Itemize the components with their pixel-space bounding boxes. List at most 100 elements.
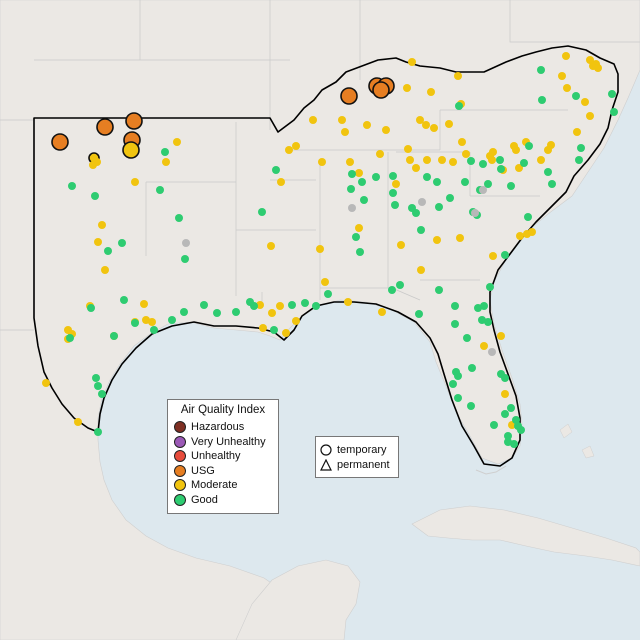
monitor-moderate[interactable] [445,120,453,128]
monitor-good[interactable] [433,178,441,186]
monitor-moderate[interactable] [433,236,441,244]
monitor-good[interactable] [501,251,509,259]
monitor-moderate[interactable] [282,329,290,337]
monitor-good[interactable] [537,66,545,74]
monitor-good[interactable] [270,326,278,334]
monitor-moderate[interactable] [292,317,300,325]
monitor-good[interactable] [538,96,546,104]
monitor-moderate[interactable] [309,116,317,124]
monitor-moderate[interactable] [363,121,371,129]
monitor-moderate[interactable] [316,245,324,253]
monitor-good[interactable] [455,102,463,110]
monitor-good[interactable] [461,178,469,186]
monitor-moderate[interactable] [488,156,496,164]
monitor-moderate[interactable] [173,138,181,146]
monitor-good[interactable] [175,214,183,222]
monitor-moderate[interactable] [140,300,148,308]
monitor-moderate[interactable] [162,158,170,166]
monitor-good[interactable] [389,189,397,197]
monitor-moderate[interactable] [392,180,400,188]
monitor-good[interactable] [451,320,459,328]
monitor-good[interactable] [524,213,532,221]
monitor-moderate[interactable] [528,228,536,236]
monitor-moderate[interactable] [344,298,352,306]
monitor-good[interactable] [360,196,368,204]
monitor-good[interactable] [94,382,102,390]
monitor-moderate[interactable] [267,242,275,250]
monitor-good[interactable] [463,334,471,342]
monitor-good[interactable] [348,170,356,178]
monitor-good[interactable] [66,334,74,342]
monitor-good[interactable] [408,204,416,212]
monitor-good[interactable] [131,319,139,327]
monitor-moderate[interactable] [427,88,435,96]
monitor-usg[interactable] [51,133,69,151]
monitor-good[interactable] [451,302,459,310]
monitor-moderate[interactable] [268,309,276,317]
monitor-moderate[interactable] [404,145,412,153]
monitor-moderate[interactable] [397,241,405,249]
monitor-no-data[interactable] [479,186,487,194]
monitor-moderate[interactable] [501,390,509,398]
monitor-moderate[interactable] [416,116,424,124]
monitor-good[interactable] [200,301,208,309]
monitor-good[interactable] [87,304,95,312]
monitor-good[interactable] [372,173,380,181]
monitor-moderate[interactable] [497,332,505,340]
monitor-good[interactable] [272,166,280,174]
monitor-good[interactable] [68,182,76,190]
monitor-good[interactable] [454,372,462,380]
monitor-moderate[interactable] [408,58,416,66]
monitor-good[interactable] [415,310,423,318]
monitor-good[interactable] [213,309,221,317]
monitor-moderate[interactable] [378,308,386,316]
monitor-moderate[interactable] [122,141,140,159]
monitor-moderate[interactable] [516,232,524,240]
monitor-good[interactable] [501,410,509,418]
monitor-moderate[interactable] [586,56,594,64]
monitor-good[interactable] [180,308,188,316]
monitor-good[interactable] [120,296,128,304]
monitor-moderate[interactable] [403,84,411,92]
monitor-good[interactable] [468,364,476,372]
monitor-good[interactable] [258,208,266,216]
monitor-moderate[interactable] [94,238,102,246]
monitor-good[interactable] [435,286,443,294]
monitor-moderate[interactable] [449,158,457,166]
monitor-moderate[interactable] [462,150,470,158]
monitor-moderate[interactable] [412,164,420,172]
monitor-good[interactable] [98,390,106,398]
monitor-good[interactable] [168,316,176,324]
monitor-moderate[interactable] [458,138,466,146]
monitor-moderate[interactable] [438,156,446,164]
monitor-good[interactable] [110,332,118,340]
monitor-moderate[interactable] [89,161,97,169]
monitor-good[interactable] [388,286,396,294]
monitor-good[interactable] [608,90,616,98]
monitor-moderate[interactable] [406,156,414,164]
monitor-good[interactable] [507,182,515,190]
monitor-moderate[interactable] [42,379,50,387]
monitor-good[interactable] [575,156,583,164]
monitor-moderate[interactable] [346,158,354,166]
monitor-no-data[interactable] [348,204,356,212]
monitor-good[interactable] [577,144,585,152]
monitor-moderate[interactable] [355,169,363,177]
monitor-moderate[interactable] [321,278,329,286]
monitor-moderate[interactable] [489,252,497,260]
monitor-good[interactable] [484,318,492,326]
monitor-good[interactable] [104,247,112,255]
monitor-moderate[interactable] [259,324,267,332]
monitor-good[interactable] [389,172,397,180]
monitor-good[interactable] [396,281,404,289]
monitor-good[interactable] [324,290,332,298]
monitor-moderate[interactable] [256,301,264,309]
monitor-good[interactable] [517,426,525,434]
monitor-moderate[interactable] [277,178,285,186]
monitor-moderate[interactable] [512,146,520,154]
monitor-good[interactable] [347,185,355,193]
monitor-moderate[interactable] [547,141,555,149]
monitor-moderate[interactable] [98,221,106,229]
monitor-good[interactable] [232,308,240,316]
